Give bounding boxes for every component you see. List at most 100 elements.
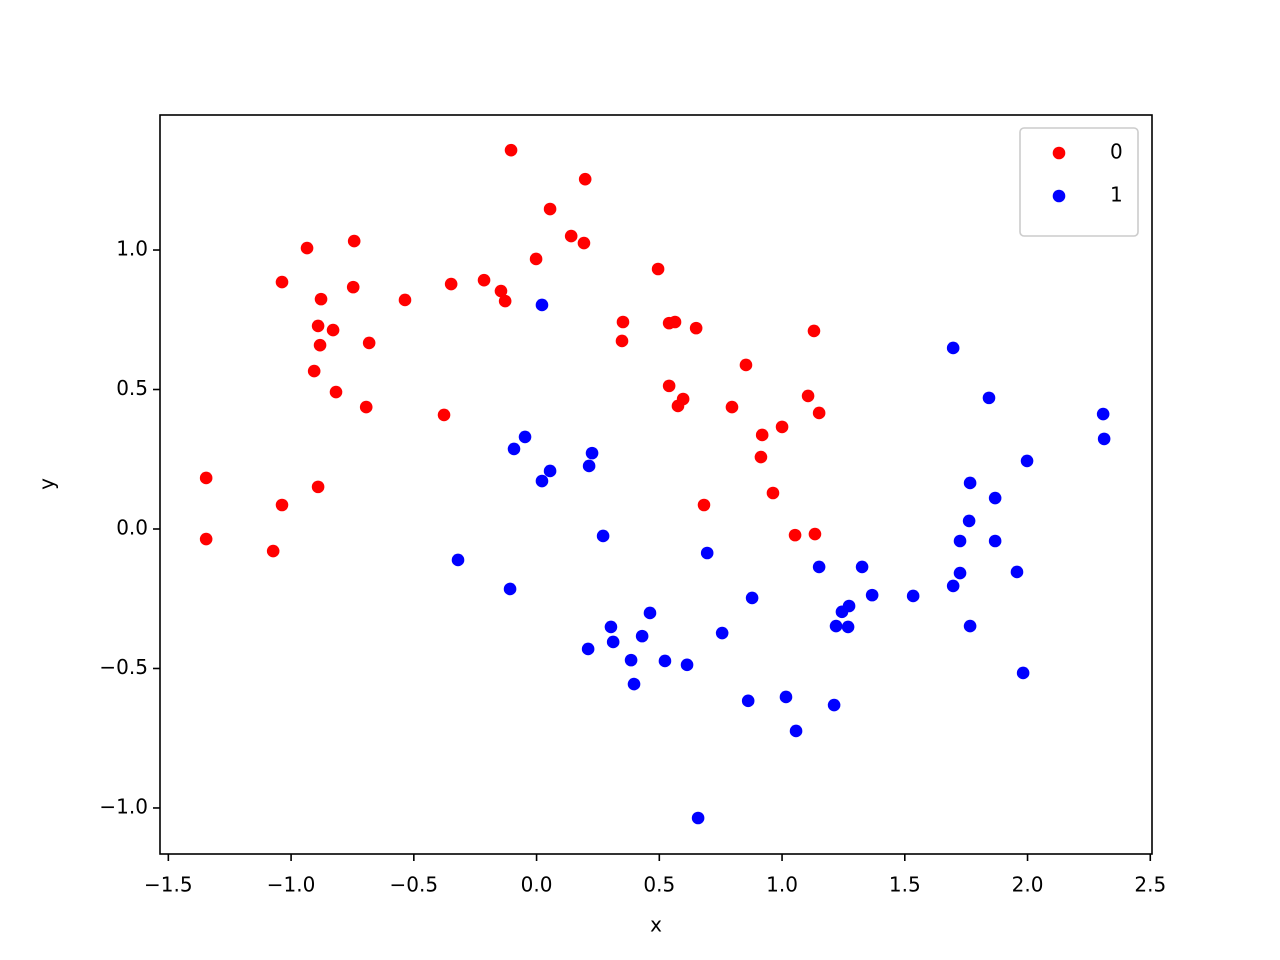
legend-marker [1052, 146, 1066, 160]
point [635, 629, 649, 643]
point [982, 391, 996, 405]
point [577, 236, 591, 250]
point [643, 606, 657, 620]
point [437, 408, 451, 422]
point [842, 599, 856, 613]
point [507, 442, 521, 456]
y-tick-label: 1.0 [116, 237, 148, 261]
x-tick-label: −1.5 [144, 873, 193, 897]
x-tick-label: 1.5 [889, 873, 921, 897]
point [689, 321, 703, 335]
point [627, 677, 641, 691]
point [946, 579, 960, 593]
point [398, 293, 412, 307]
point [300, 241, 314, 255]
point [581, 642, 595, 656]
y-tick-label: −1.0 [99, 794, 148, 818]
point [503, 582, 517, 596]
point [658, 654, 672, 668]
point [451, 553, 465, 567]
point [615, 334, 629, 348]
point [668, 315, 682, 329]
legend-label: 1 [1110, 183, 1123, 207]
point [946, 341, 960, 355]
point [755, 428, 769, 442]
point [651, 262, 665, 276]
point [963, 476, 977, 490]
point [829, 619, 843, 633]
point [906, 589, 920, 603]
point [624, 653, 638, 667]
point [988, 534, 1002, 548]
point [953, 534, 967, 548]
plot-frame [159, 114, 1153, 855]
y-tick-label: 0.5 [116, 376, 148, 400]
legend-label: 0 [1110, 140, 1123, 164]
point [808, 527, 822, 541]
x-tick-label: 0.5 [643, 873, 675, 897]
point [543, 202, 557, 216]
point [988, 491, 1002, 505]
point [827, 698, 841, 712]
point [788, 528, 802, 542]
x-tick-label: −1.0 [267, 873, 316, 897]
x-tick-label: 2.0 [1012, 873, 1044, 897]
point [1016, 666, 1030, 680]
point [739, 358, 753, 372]
point [564, 229, 578, 243]
point [775, 420, 789, 434]
x-tick-label: 2.5 [1134, 873, 1166, 897]
point [275, 498, 289, 512]
x-tick-label: 0.0 [521, 873, 553, 897]
x-tick-label: −0.5 [390, 873, 439, 897]
point [329, 385, 343, 399]
point [314, 292, 328, 306]
point [444, 277, 458, 291]
x-axis-label: x [650, 913, 662, 937]
point [311, 319, 325, 333]
point [789, 724, 803, 738]
point [498, 294, 512, 308]
point [326, 323, 340, 337]
point [962, 514, 976, 528]
point [275, 275, 289, 289]
point [745, 591, 759, 605]
y-tick-label: −0.5 [99, 655, 148, 679]
point [812, 406, 826, 420]
point [596, 529, 610, 543]
point [715, 626, 729, 640]
point [307, 364, 321, 378]
point [199, 471, 213, 485]
legend-marker [1052, 189, 1066, 203]
x-tick-label: 1.0 [766, 873, 798, 897]
legend-box [1019, 127, 1139, 237]
point [807, 324, 821, 338]
point [779, 690, 793, 704]
point [494, 284, 508, 298]
point [266, 544, 280, 558]
point [676, 392, 690, 406]
point [1097, 432, 1111, 446]
point [662, 379, 676, 393]
point [855, 560, 869, 574]
point [362, 336, 376, 350]
point [616, 315, 630, 329]
point [311, 480, 325, 494]
point [1096, 407, 1110, 421]
point [346, 280, 360, 294]
point [741, 694, 755, 708]
point [585, 446, 599, 460]
point [347, 234, 361, 248]
point [963, 619, 977, 633]
point [535, 298, 549, 312]
point [1010, 565, 1024, 579]
point [535, 474, 549, 488]
point [529, 252, 543, 266]
point [865, 588, 879, 602]
point [680, 658, 694, 672]
point [313, 338, 327, 352]
point [812, 560, 826, 574]
point [754, 450, 768, 464]
